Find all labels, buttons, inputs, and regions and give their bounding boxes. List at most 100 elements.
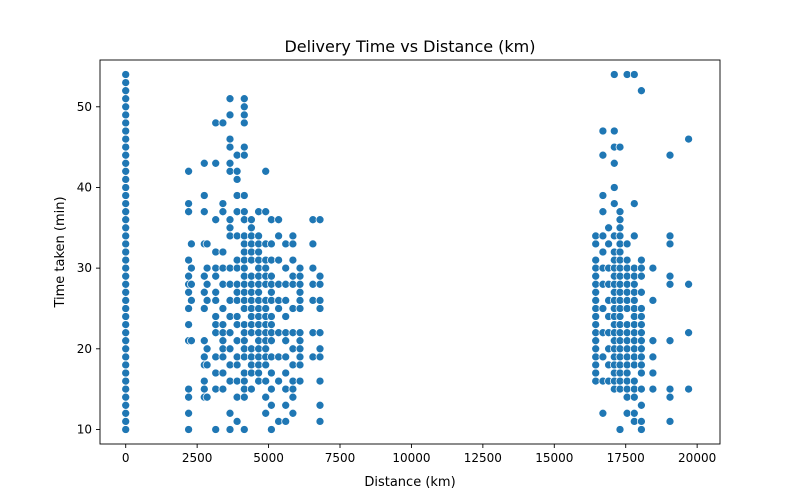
data-point — [665, 231, 675, 241]
data-point — [232, 150, 242, 160]
data-point — [261, 360, 271, 370]
data-point — [232, 376, 242, 386]
data-point — [648, 384, 658, 394]
y-tick-label: 40 — [77, 180, 92, 194]
data-point — [187, 336, 196, 346]
data-point — [232, 360, 242, 370]
data-point — [247, 368, 256, 378]
data-point — [591, 231, 601, 241]
data-point — [239, 376, 249, 386]
data-point — [218, 247, 228, 257]
data-point — [622, 239, 632, 249]
data-point — [598, 191, 608, 200]
data-point — [121, 231, 131, 241]
data-point — [591, 344, 601, 354]
data-point — [225, 408, 235, 418]
data-point — [281, 328, 291, 338]
data-point — [121, 344, 131, 354]
data-point — [622, 304, 632, 313]
data-point — [274, 304, 283, 313]
data-point — [218, 320, 228, 329]
data-point — [315, 352, 325, 362]
data-point — [232, 296, 242, 305]
data-point — [637, 312, 646, 321]
data-point — [665, 279, 675, 289]
data-point — [622, 360, 632, 370]
data-point — [622, 392, 632, 402]
data-point — [199, 304, 209, 313]
data-point — [239, 336, 249, 346]
data-point — [247, 271, 256, 281]
data-point — [211, 215, 221, 225]
data-point — [239, 207, 249, 217]
data-point — [211, 320, 221, 329]
data-point — [261, 263, 271, 273]
data-point — [199, 271, 209, 281]
data-point — [232, 352, 242, 362]
y-tick-label: 50 — [77, 100, 92, 114]
data-point — [187, 239, 196, 249]
data-point — [121, 118, 131, 128]
data-points — [121, 70, 693, 434]
data-point — [274, 215, 283, 225]
data-point — [218, 207, 228, 217]
data-point — [629, 231, 639, 241]
data-point — [629, 408, 639, 418]
data-point — [232, 175, 242, 184]
data-point — [637, 328, 646, 338]
data-point — [247, 352, 256, 362]
data-point — [684, 328, 693, 338]
data-point — [225, 142, 235, 152]
data-point — [232, 279, 242, 289]
data-point — [247, 223, 256, 233]
data-point — [637, 271, 646, 281]
data-point — [239, 425, 249, 434]
data-point — [225, 134, 235, 144]
data-point — [295, 279, 305, 289]
data-point — [598, 231, 608, 241]
data-point — [267, 296, 276, 305]
data-point — [295, 328, 305, 338]
data-point — [121, 417, 131, 426]
data-point — [591, 263, 601, 273]
data-point — [247, 312, 256, 321]
data-point — [288, 384, 298, 394]
data-point — [202, 279, 212, 289]
data-point — [598, 150, 608, 160]
data-point — [274, 231, 283, 241]
data-point — [225, 94, 235, 104]
data-point — [598, 304, 608, 313]
data-point — [225, 344, 235, 354]
data-point — [267, 328, 276, 338]
x-tick-label: 20000 — [678, 451, 716, 465]
data-point — [295, 376, 305, 386]
data-point — [121, 126, 131, 136]
data-point — [121, 247, 131, 257]
x-axis-label: Distance (km) — [364, 475, 455, 490]
data-point — [295, 263, 305, 273]
data-point — [598, 408, 608, 418]
data-point — [288, 239, 298, 249]
data-point — [121, 328, 131, 338]
data-point — [187, 263, 196, 273]
data-point — [211, 384, 221, 394]
data-point — [615, 425, 625, 434]
data-point — [591, 328, 601, 338]
data-point — [591, 320, 601, 329]
data-point — [591, 271, 601, 281]
data-point — [591, 352, 601, 362]
data-point — [267, 287, 276, 297]
data-point — [121, 312, 131, 321]
data-point — [281, 368, 291, 378]
data-point — [218, 336, 228, 346]
data-point — [121, 376, 131, 386]
data-point — [622, 255, 632, 265]
data-point — [315, 417, 325, 426]
data-point — [211, 328, 221, 338]
data-point — [247, 215, 256, 225]
data-point — [622, 408, 632, 418]
data-point — [281, 336, 291, 346]
data-point — [232, 263, 242, 273]
data-point — [247, 344, 256, 354]
data-point — [648, 352, 658, 362]
